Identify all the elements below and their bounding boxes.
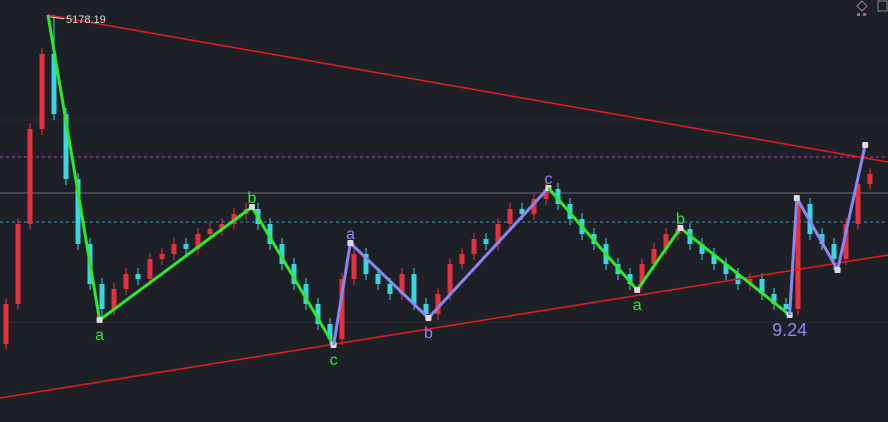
candle-body — [279, 244, 285, 264]
candle-body — [207, 229, 213, 234]
candle-body — [519, 209, 525, 214]
wave-node — [249, 204, 255, 210]
candle-body — [399, 274, 405, 294]
candle-body — [219, 224, 225, 229]
wave-line — [788, 144, 867, 316]
candle-body — [843, 224, 849, 259]
wave-node — [834, 267, 841, 273]
candle-body — [711, 254, 717, 264]
candle-body — [651, 249, 657, 264]
candle-body — [339, 279, 345, 339]
wave-line — [332, 186, 550, 346]
wave-line — [547, 187, 791, 317]
candle-body — [123, 274, 129, 289]
candle-body — [387, 284, 393, 294]
wave-node — [862, 142, 869, 148]
wave-node — [425, 315, 432, 321]
tool-dot — [857, 13, 860, 16]
candle-body — [27, 129, 33, 224]
candle-body — [435, 294, 441, 314]
wave-node — [793, 195, 800, 201]
candle-body — [15, 224, 21, 304]
candle-body — [831, 244, 837, 259]
candle-body — [147, 259, 153, 279]
wave-node — [634, 287, 641, 293]
wave-label: a — [95, 327, 104, 344]
candle-body — [99, 284, 105, 309]
candle-body — [363, 254, 369, 274]
candle-body — [111, 289, 117, 309]
candle-body — [39, 54, 45, 129]
candle-body — [759, 279, 765, 294]
candle-body — [171, 244, 177, 254]
tool-icon[interactable] — [877, 0, 888, 12]
wave-node — [347, 240, 354, 246]
candle-body — [303, 284, 309, 304]
wave-label: 9.24 — [772, 320, 807, 340]
high-pointer — [49, 16, 65, 20]
candle-body — [795, 204, 801, 309]
candle-body — [483, 239, 489, 244]
candle-body — [627, 274, 633, 284]
candle-body — [495, 224, 501, 244]
candle-body — [699, 244, 705, 254]
wave-label: c — [330, 352, 338, 369]
candle-body — [51, 54, 57, 114]
wave-label: a — [346, 226, 355, 243]
candle-body — [819, 234, 825, 244]
candle-body — [531, 199, 537, 214]
candle-body — [747, 279, 753, 284]
candle-body — [543, 189, 549, 199]
wave-label: c — [544, 171, 552, 188]
candle-body — [135, 274, 141, 279]
candle-body — [375, 274, 381, 284]
candle-body — [555, 189, 561, 204]
wave-label: b — [676, 211, 685, 228]
wave-label: b — [424, 325, 433, 342]
candle-body — [327, 324, 333, 339]
candle-body — [423, 304, 429, 314]
tool-dot — [863, 13, 866, 16]
candle-body — [771, 294, 777, 304]
candle-body — [267, 224, 273, 244]
candle-body — [663, 234, 669, 249]
candle-body — [783, 304, 789, 309]
wave-label: a — [633, 297, 642, 314]
tool-icon[interactable] — [856, 0, 868, 12]
wave-node — [677, 225, 684, 231]
candle-body — [351, 254, 357, 279]
trend-line — [0, 254, 888, 399]
trend-line — [47, 14, 888, 163]
candle-body — [507, 209, 513, 224]
candle-body — [183, 244, 189, 249]
wave-line — [46, 14, 335, 346]
candle-body — [855, 184, 861, 224]
candle-body — [63, 114, 69, 179]
candle-body — [459, 254, 465, 264]
candle-body — [723, 264, 729, 274]
candle-body — [471, 239, 477, 254]
candle-body — [159, 254, 165, 259]
candle-body — [195, 234, 201, 249]
candle-body — [411, 274, 417, 304]
high-label: 5178.19 — [66, 14, 106, 26]
candle-body — [75, 179, 81, 244]
candle-body — [867, 174, 873, 184]
wave-label: b — [248, 190, 257, 207]
candle-body — [447, 264, 453, 294]
candle-body — [315, 304, 321, 324]
candle-body — [3, 304, 9, 344]
candle-body — [291, 264, 297, 284]
wave-node — [96, 317, 103, 323]
candle-body — [639, 264, 645, 284]
